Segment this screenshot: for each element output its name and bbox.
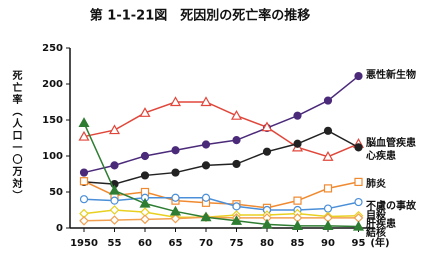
y-tick-label: 150: [42, 115, 63, 126]
series-line: [83, 216, 359, 222]
series-line: [83, 209, 359, 218]
marker: [293, 196, 302, 205]
marker: [110, 161, 119, 170]
x-tick-label: 80: [260, 238, 274, 249]
series-label: 肺炎: [366, 177, 386, 190]
marker: [79, 195, 89, 204]
x-tick-label: 75: [230, 238, 244, 249]
marker: [169, 205, 182, 216]
marker: [139, 197, 151, 208]
marker: [291, 220, 304, 230]
marker: [262, 147, 272, 156]
x-tick-label: 70: [199, 238, 213, 249]
marker: [201, 161, 211, 170]
marker: [139, 107, 151, 117]
marker: [323, 126, 333, 135]
x-tick-label: 85: [291, 238, 305, 249]
series-label: 脳血管疾患: [366, 136, 416, 149]
marker: [79, 177, 89, 186]
marker: [169, 96, 182, 107]
marker: [323, 204, 333, 213]
marker: [322, 220, 334, 230]
series-line: [83, 129, 359, 185]
marker: [140, 171, 150, 180]
marker: [232, 202, 241, 211]
marker: [354, 197, 363, 207]
series-label: 悪性新生物: [366, 68, 416, 81]
marker: [109, 215, 120, 225]
marker: [261, 218, 273, 229]
y-axis-label: 死亡率（人口一〇万対）: [10, 70, 23, 202]
marker: [323, 184, 333, 193]
series-label: 結核: [366, 226, 386, 239]
marker: [79, 215, 89, 226]
series-line: [83, 180, 359, 209]
chart-title: 第 1-1-21図 死因別の死亡率の推移: [90, 8, 311, 24]
marker: [354, 71, 363, 81]
marker: [293, 111, 302, 120]
marker: [230, 215, 243, 225]
marker: [170, 213, 181, 224]
marker: [201, 193, 211, 202]
marker: [232, 136, 241, 145]
y-tick-label: 50: [49, 187, 63, 198]
y-tick-label: 100: [42, 151, 63, 162]
marker: [108, 184, 121, 195]
y-tick-label: 0: [56, 223, 63, 234]
marker: [322, 150, 334, 161]
x-tick-label: 1950: [70, 238, 98, 249]
marker: [200, 96, 212, 107]
marker: [140, 214, 150, 225]
y-tick-label: 250: [42, 43, 63, 54]
marker: [109, 205, 120, 215]
x-axis-unit: (年): [370, 236, 389, 249]
marker: [200, 211, 212, 222]
marker: [78, 117, 90, 127]
marker: [352, 220, 365, 231]
marker: [293, 139, 302, 148]
x-tick-label: 95: [352, 238, 366, 249]
series-label: 自殺: [366, 208, 387, 221]
series-label: 不慮の事故: [366, 199, 417, 212]
marker: [230, 109, 243, 120]
series-label: 心疾患: [366, 149, 396, 162]
marker: [232, 159, 241, 169]
marker: [79, 168, 89, 177]
y-tick-label: 200: [42, 79, 63, 90]
marker: [261, 121, 273, 132]
marker: [323, 96, 333, 105]
series-line: [83, 101, 359, 158]
x-tick-label: 55: [108, 238, 122, 249]
series-line: [83, 75, 359, 174]
x-tick-label: 60: [138, 238, 152, 249]
marker: [108, 124, 121, 135]
marker: [78, 130, 90, 141]
marker: [354, 143, 363, 152]
marker: [201, 140, 211, 149]
marker: [354, 177, 363, 187]
marker: [171, 193, 180, 202]
series-label: 肝疾患: [366, 217, 396, 230]
x-tick-label: 65: [169, 238, 183, 249]
series-line: [83, 197, 359, 211]
series-line: [83, 122, 359, 228]
x-tick-label: 90: [321, 238, 335, 249]
marker: [171, 146, 180, 155]
marker: [110, 196, 119, 205]
marker: [171, 168, 180, 177]
marker: [140, 151, 150, 161]
